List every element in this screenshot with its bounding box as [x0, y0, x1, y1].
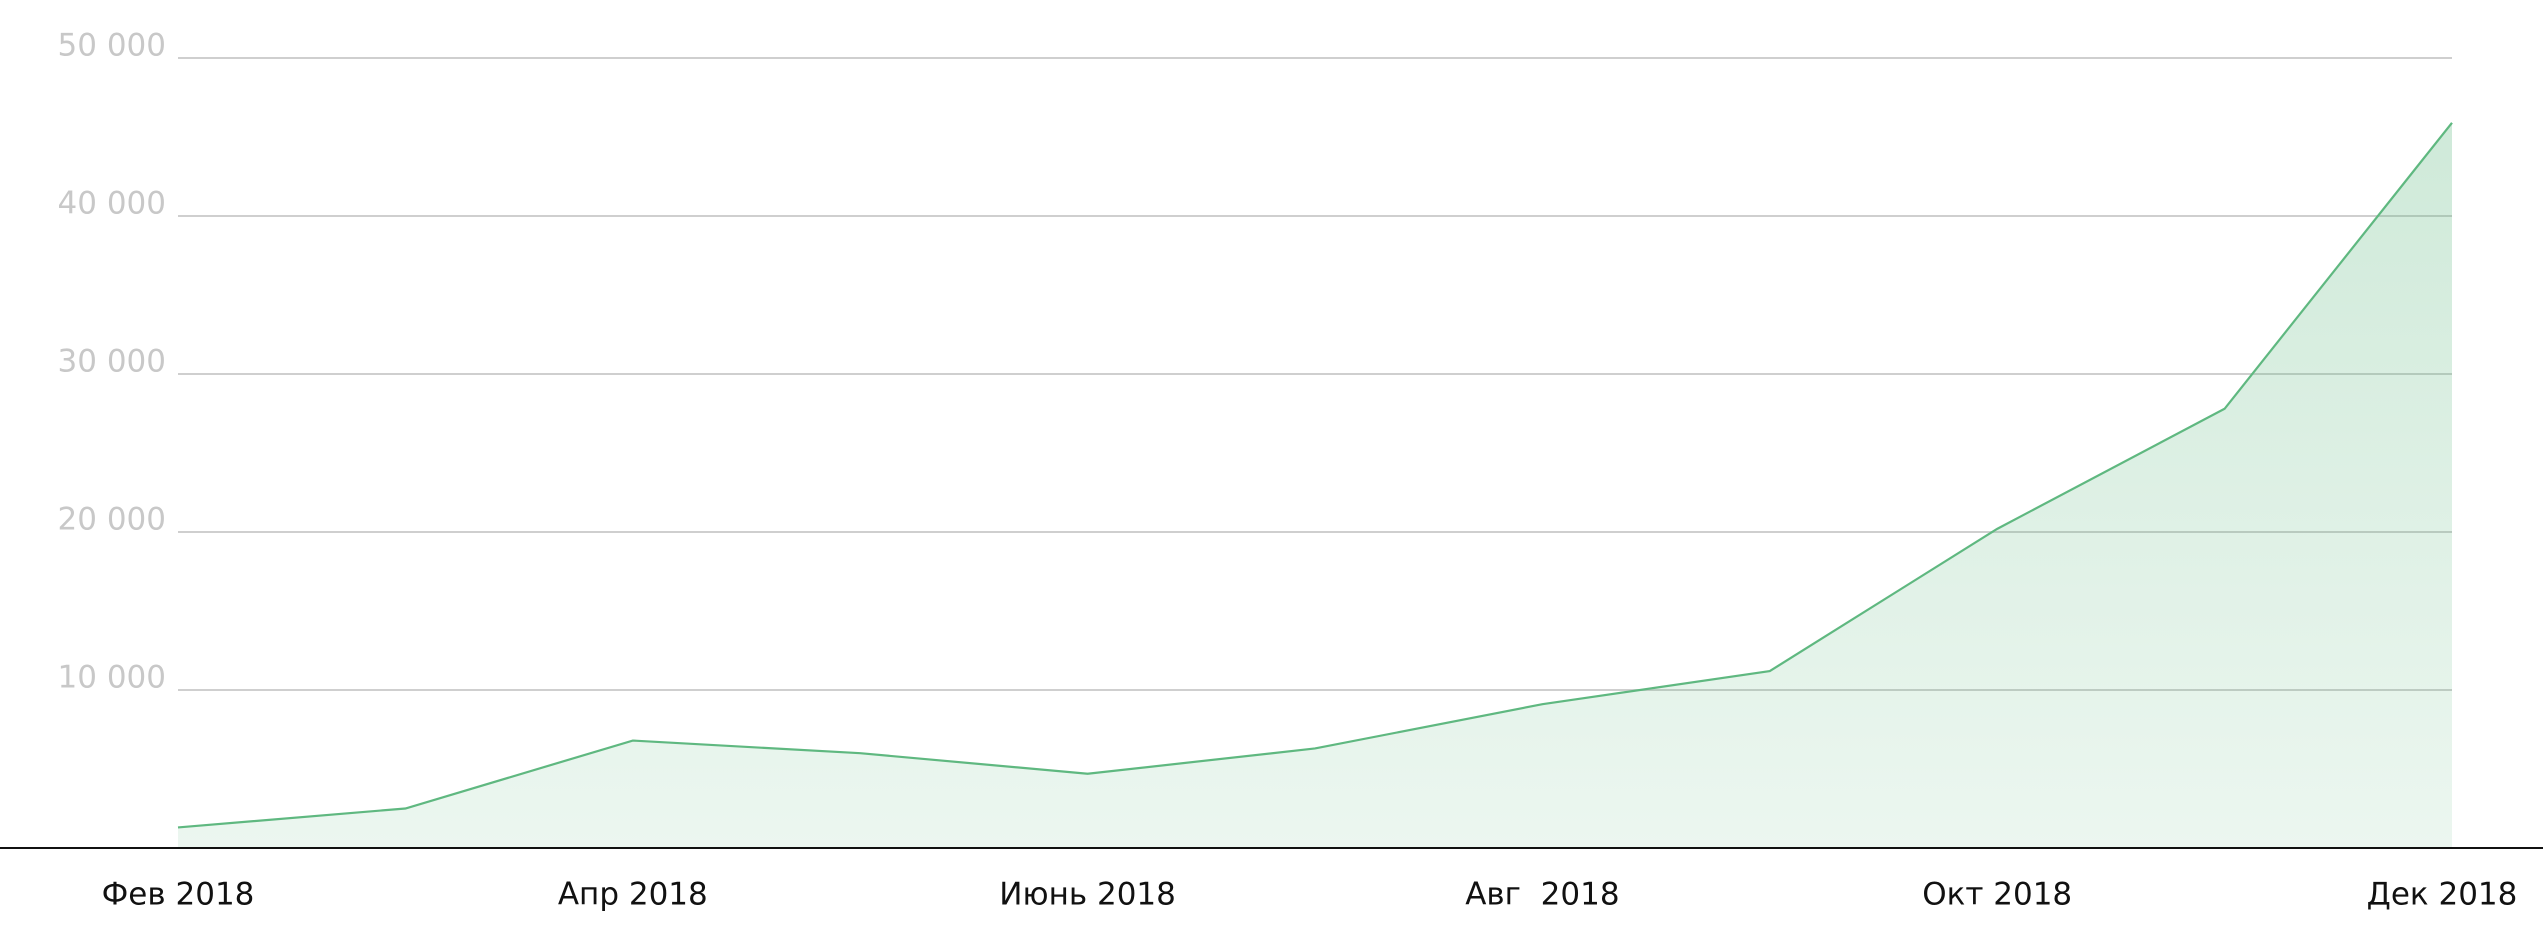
- y-tick-label: 50 000: [58, 28, 166, 64]
- x-tick-label: Авг 2018: [1465, 877, 1619, 913]
- y-tick-label: 20 000: [58, 502, 166, 538]
- x-tick-label: Окт 2018: [1922, 877, 2072, 913]
- x-tick-label: Фев 2018: [102, 877, 255, 913]
- y-tick-label: 40 000: [58, 186, 166, 222]
- x-tick-label: Апр 2018: [558, 877, 708, 913]
- area: [178, 122, 2452, 848]
- x-tick-label: Дек 2018: [2367, 877, 2518, 913]
- y-tick-label: 10 000: [58, 660, 166, 696]
- y-tick-label: 30 000: [58, 344, 166, 380]
- x-tick-label: Июнь 2018: [999, 877, 1176, 913]
- line: [177, 122, 2453, 829]
